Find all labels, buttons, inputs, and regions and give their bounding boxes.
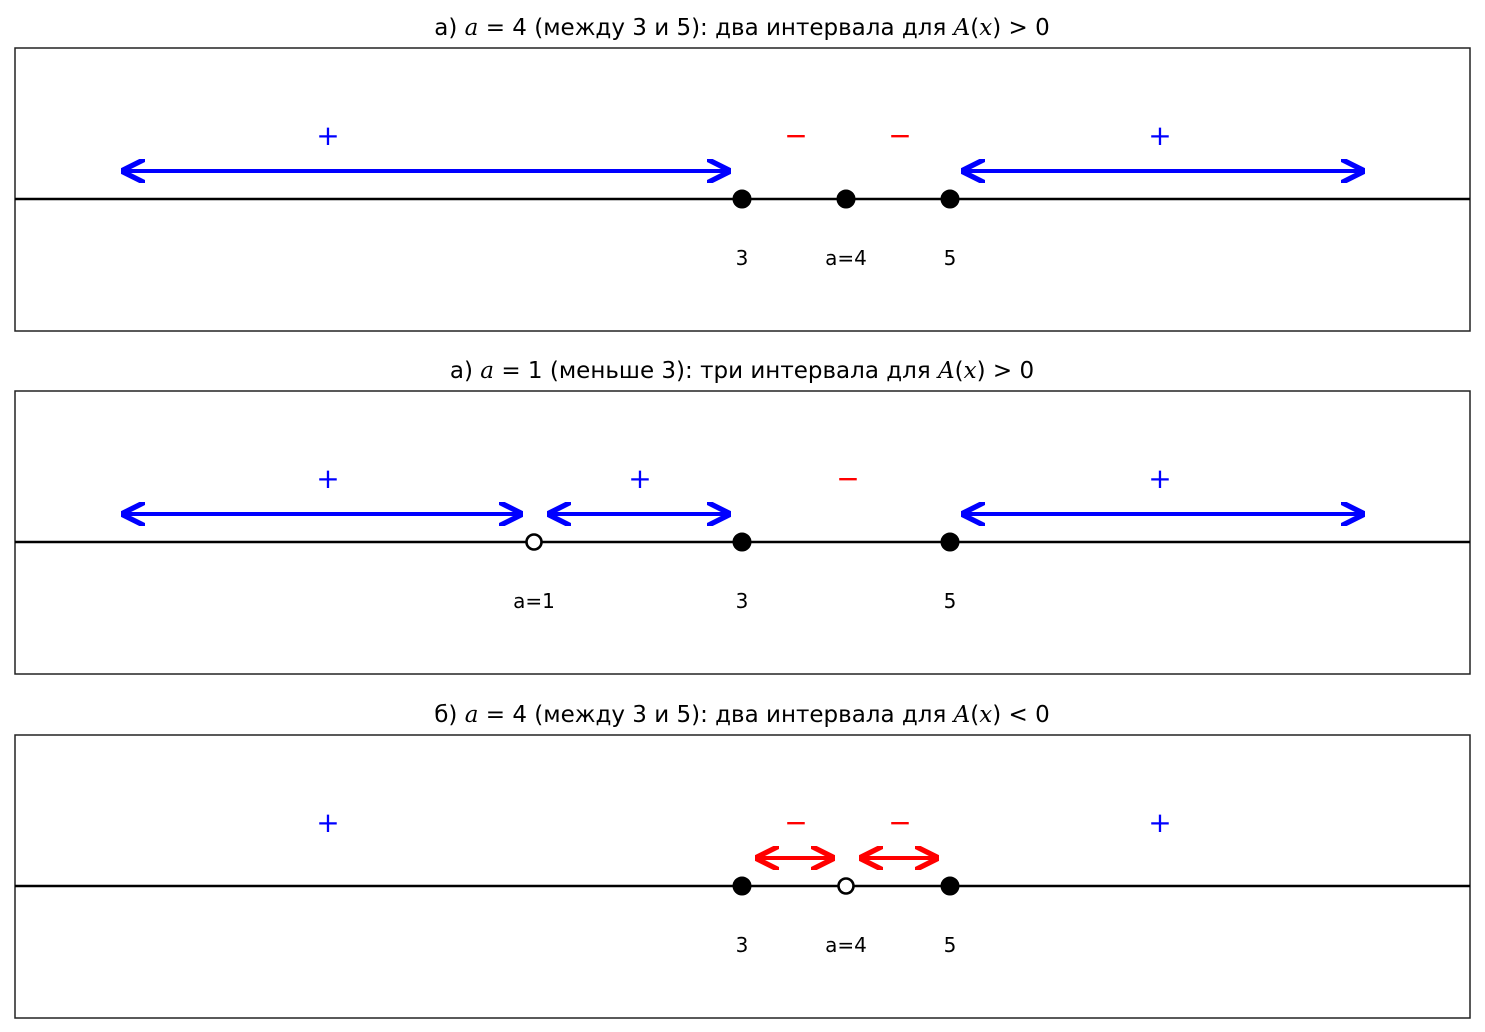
point-label: 5 bbox=[944, 589, 957, 613]
open-point bbox=[525, 533, 543, 551]
title-part: б) bbox=[434, 702, 464, 728]
open-point bbox=[837, 877, 855, 895]
filled-point bbox=[836, 189, 856, 209]
panel-title: а) a = 1 (меньше 3): три интервала для A… bbox=[450, 358, 1034, 384]
title-part: а) bbox=[434, 15, 464, 41]
title-part: ) < 0 bbox=[992, 702, 1050, 728]
panel-frame bbox=[14, 390, 1471, 675]
title-part: A bbox=[952, 702, 971, 728]
point-label: a=4 bbox=[825, 933, 867, 957]
title-part: x bbox=[979, 15, 992, 41]
minus-sign: − bbox=[836, 462, 859, 495]
filled-point bbox=[940, 876, 960, 896]
plus-sign: + bbox=[316, 462, 339, 495]
title-part: x bbox=[964, 358, 977, 384]
filled-point bbox=[732, 876, 752, 896]
point-label: 3 bbox=[736, 589, 749, 613]
title-part: ) > 0 bbox=[992, 15, 1050, 41]
filled-point bbox=[940, 532, 960, 552]
title-part: A bbox=[952, 15, 971, 41]
title-part: = 1 (меньше 3): три интервала для bbox=[494, 358, 938, 384]
point-label: a=1 bbox=[513, 589, 555, 613]
title-part: a bbox=[480, 358, 494, 384]
title-part: а) bbox=[450, 358, 480, 384]
panel-title: а) a = 4 (между 3 и 5): два интервала дл… bbox=[434, 15, 1049, 41]
plus-sign: + bbox=[1148, 462, 1171, 495]
point-label: 3 bbox=[736, 246, 749, 270]
title-part: = 4 (между 3 и 5): два интервала для bbox=[478, 15, 953, 41]
filled-point bbox=[732, 189, 752, 209]
plus-sign: + bbox=[316, 119, 339, 152]
title-part: ( bbox=[955, 358, 964, 384]
minus-sign: − bbox=[784, 119, 807, 152]
panel-frame bbox=[14, 734, 1471, 1019]
title-part: ( bbox=[970, 15, 979, 41]
plus-sign: + bbox=[628, 462, 651, 495]
panel-title: б) a = 4 (между 3 и 5): два интервала дл… bbox=[434, 702, 1050, 728]
title-part: A bbox=[936, 358, 955, 384]
plus-sign: + bbox=[1148, 119, 1171, 152]
title-part: ) > 0 bbox=[977, 358, 1035, 384]
plus-sign: + bbox=[1148, 806, 1171, 839]
minus-sign: − bbox=[784, 806, 807, 839]
filled-point bbox=[940, 189, 960, 209]
title-part: a bbox=[465, 702, 479, 728]
point-label: a=4 bbox=[825, 246, 867, 270]
point-label: 5 bbox=[944, 933, 957, 957]
panel-2: а) a = 1 (меньше 3): три интервала для A… bbox=[14, 358, 1471, 675]
plus-sign: + bbox=[316, 806, 339, 839]
filled-point bbox=[732, 532, 752, 552]
panel-frame bbox=[14, 47, 1471, 332]
point-label: 5 bbox=[944, 246, 957, 270]
minus-sign: − bbox=[888, 119, 911, 152]
panel-3: б) a = 4 (между 3 и 5): два интервала дл… bbox=[14, 702, 1471, 1019]
minus-sign: − bbox=[888, 806, 911, 839]
panel-1: а) a = 4 (между 3 и 5): два интервала дл… bbox=[14, 15, 1471, 332]
point-label: 3 bbox=[736, 933, 749, 957]
title-part: x bbox=[979, 702, 992, 728]
title-part: = 4 (между 3 и 5): два интервала для bbox=[478, 702, 953, 728]
title-part: ( bbox=[970, 702, 979, 728]
title-part: a bbox=[465, 15, 479, 41]
